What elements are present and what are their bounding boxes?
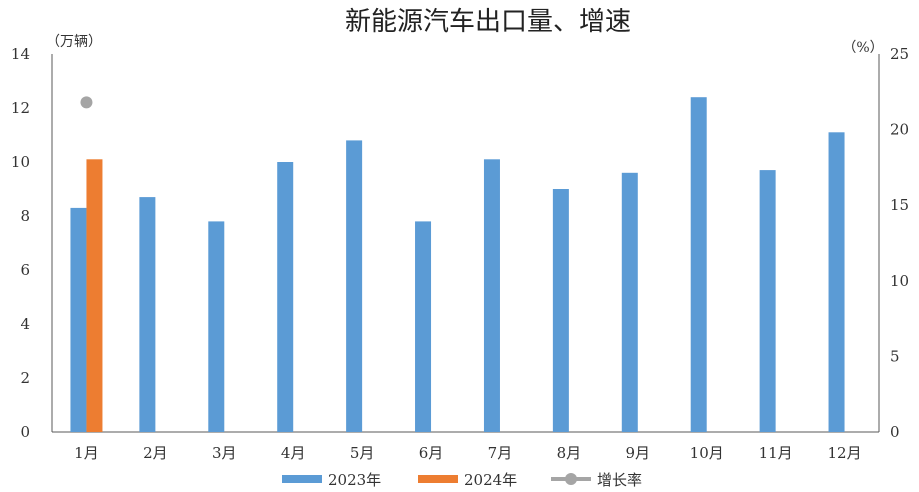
y-right-unit: （%） bbox=[842, 40, 883, 56]
bar-2023年-3月 bbox=[208, 221, 225, 432]
bar-2023年-5月 bbox=[346, 140, 363, 432]
y-left-tick-label: 2 bbox=[20, 369, 30, 387]
legend-label: 2023年 bbox=[328, 471, 381, 489]
y-left-tick-label: 4 bbox=[20, 315, 30, 333]
y-left-tick-label: 14 bbox=[11, 45, 30, 63]
x-tick-label: 10月 bbox=[690, 444, 724, 462]
x-tick-label: 2月 bbox=[143, 444, 168, 462]
x-tick-label: 6月 bbox=[419, 444, 444, 462]
y-right-tick-label: 20 bbox=[890, 121, 909, 139]
x-tick-label: 12月 bbox=[827, 444, 861, 462]
bar-2024年-1月 bbox=[86, 159, 103, 433]
y-left-unit: （万辆） bbox=[46, 34, 102, 50]
x-tick-label: 9月 bbox=[626, 444, 651, 462]
bar-2023年-12月 bbox=[828, 132, 845, 433]
y-left-tick-label: 8 bbox=[20, 207, 30, 225]
legend-label: 2024年 bbox=[464, 471, 517, 489]
y-right-tick-label: 0 bbox=[890, 423, 900, 441]
x-tick-label: 8月 bbox=[557, 444, 582, 462]
legend-swatch bbox=[282, 475, 322, 483]
y-right-tick-labels: 0 5 10 15 20 25 bbox=[890, 45, 909, 441]
bar-2023年-2月 bbox=[139, 197, 156, 432]
bars bbox=[70, 97, 845, 433]
point-增长率-1月 bbox=[80, 96, 93, 109]
y-left-tick-label: 10 bbox=[11, 153, 30, 171]
x-tick-label: 7月 bbox=[488, 444, 513, 462]
legend-swatch bbox=[418, 475, 458, 483]
x-tick-labels: 1月 2月 3月 4月 5月 6月 7月 8月 9月 10月 11月 12月 bbox=[74, 444, 861, 462]
y-right-tick-label: 5 bbox=[890, 347, 900, 365]
bar-2023年-4月 bbox=[277, 162, 294, 432]
bar-2023年-7月 bbox=[483, 159, 500, 433]
x-tick-label: 4月 bbox=[281, 444, 306, 462]
x-tick-label: 3月 bbox=[212, 444, 237, 462]
y-right-tick-label: 10 bbox=[890, 272, 909, 290]
legend-label: 增长率 bbox=[597, 471, 642, 489]
bar-2023年-10月 bbox=[690, 97, 707, 432]
y-left-tick-label: 0 bbox=[20, 423, 30, 441]
y-right-tick-label: 25 bbox=[890, 45, 909, 63]
bar-2023年-1月 bbox=[70, 207, 87, 432]
axes bbox=[51, 54, 880, 433]
x-tick-label: 11月 bbox=[759, 444, 793, 462]
bar-2023年-9月 bbox=[621, 172, 638, 433]
x-tick-label: 1月 bbox=[74, 444, 99, 462]
bar-2023年-8月 bbox=[552, 189, 569, 432]
x-tick-label: 5月 bbox=[350, 444, 375, 462]
y-right-tick-label: 15 bbox=[890, 196, 909, 214]
y-left-tick-labels: 0 2 4 6 8 10 12 14 bbox=[11, 45, 30, 441]
bar-2023年-6月 bbox=[415, 221, 432, 432]
y-left-tick-label: 6 bbox=[20, 261, 30, 279]
chart-title: 新能源汽车出口量、增速 bbox=[345, 7, 631, 37]
bar-2023年-11月 bbox=[759, 170, 776, 432]
legend: 2023年 2024年 增长率 bbox=[282, 471, 642, 489]
points bbox=[80, 96, 93, 109]
legend-marker bbox=[565, 473, 577, 485]
y-left-tick-label: 12 bbox=[11, 99, 30, 117]
